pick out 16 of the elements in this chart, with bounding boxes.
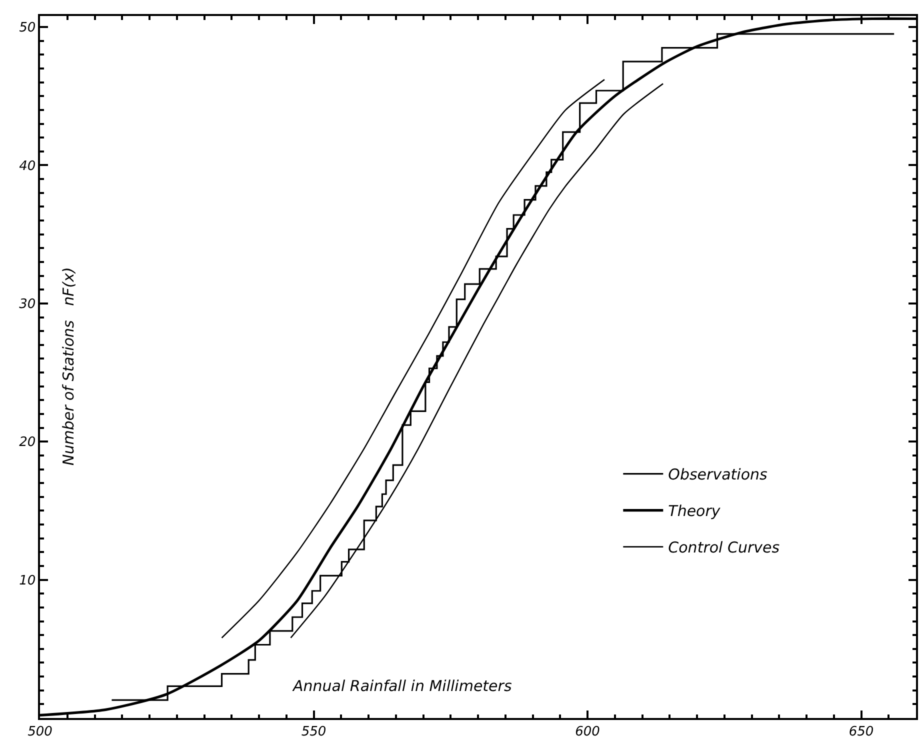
y-tick-label: 40 bbox=[19, 158, 36, 174]
line-series bbox=[221, 78, 606, 638]
x-axis-title: Annual Rainfall in Millimeters bbox=[292, 677, 512, 695]
y-tick-label: 50 bbox=[19, 20, 36, 36]
y-tick-label: 20 bbox=[19, 435, 36, 450]
y-axis-title: Number of Stations nF(x) bbox=[60, 267, 78, 466]
legend-label: Observations bbox=[668, 466, 768, 484]
legend-label: Theory bbox=[668, 502, 722, 520]
line-series bbox=[290, 83, 664, 638]
x-tick-label: 500 bbox=[28, 724, 52, 740]
legend-label: Control Curves bbox=[668, 538, 780, 557]
x-tick-label: 650 bbox=[848, 724, 874, 740]
x-tick-label: 550 bbox=[301, 724, 326, 740]
y-tick-label: 30 bbox=[19, 296, 36, 312]
y-tick-label: 10 bbox=[19, 573, 36, 588]
x-tick-label: 600 bbox=[575, 724, 600, 740]
